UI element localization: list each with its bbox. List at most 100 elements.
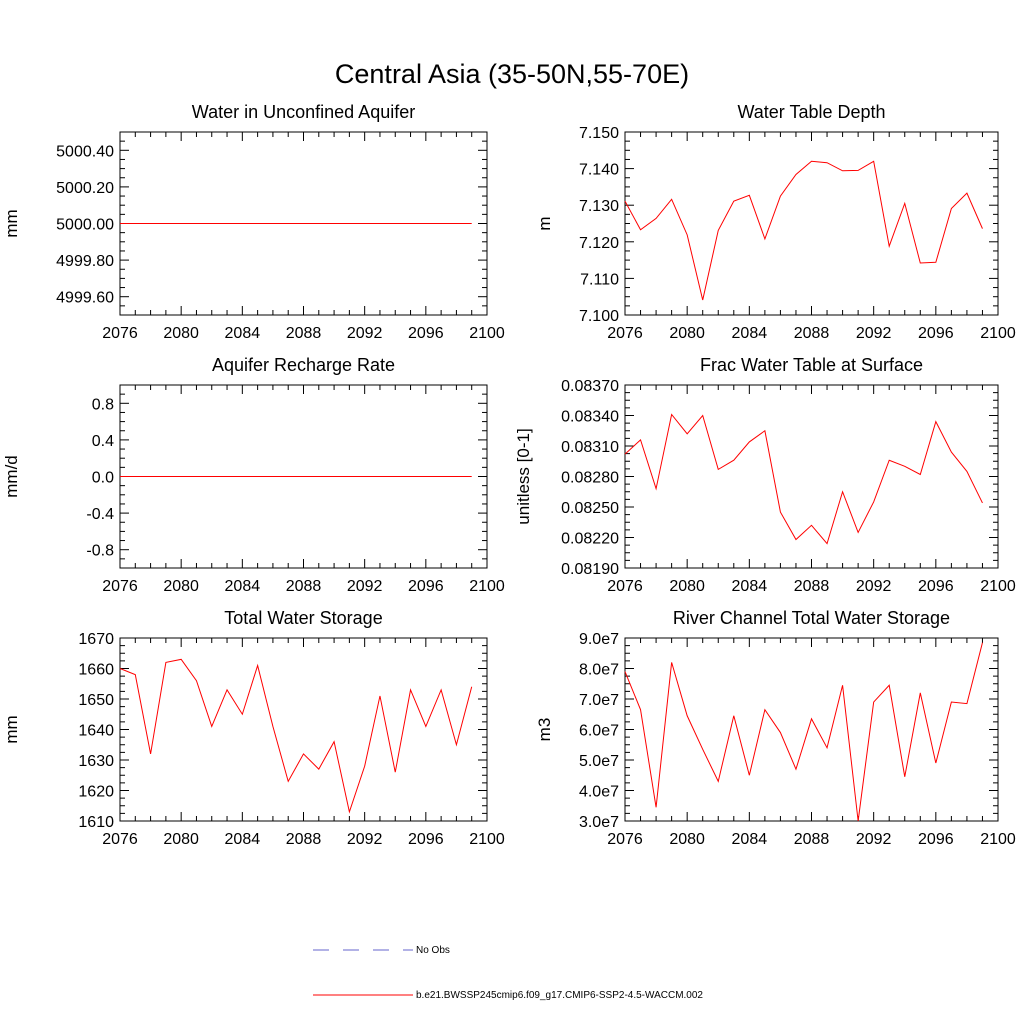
y-tick-label: 9.0e7 — [579, 631, 619, 648]
x-tick-label: 2084 — [225, 578, 261, 595]
y-axis-label: mm — [2, 715, 21, 743]
x-tick-label: 2088 — [794, 831, 830, 848]
x-tick-label: 2080 — [669, 831, 705, 848]
y-tick-label: 0.8 — [92, 396, 114, 413]
x-tick-label: 2092 — [856, 325, 892, 342]
x-tick-label: 2096 — [408, 578, 444, 595]
y-tick-label: 0.08190 — [561, 561, 619, 578]
y-tick-label: 5000.20 — [56, 180, 114, 197]
y-tick-label: 5000.40 — [56, 143, 114, 160]
x-tick-label: 2100 — [980, 325, 1016, 342]
y-tick-label: 7.100 — [579, 308, 619, 325]
chart-panel-water-table-depth: Water Table Depth 2076 2080 2084 2088 2092 209… — [535, 102, 1016, 342]
x-tick-label: 2080 — [163, 831, 199, 848]
figure-title: Central Asia (35-50N,55-70E) — [335, 59, 689, 89]
panel-title: Frac Water Table at Surface — [700, 355, 923, 375]
y-tick-label: 4999.60 — [56, 290, 114, 307]
x-tick-label: 2080 — [669, 325, 705, 342]
y-tick-label: 1610 — [78, 814, 114, 831]
x-tick-label: 2100 — [469, 578, 505, 595]
y-tick-label: 1670 — [78, 631, 114, 648]
y-tick-label: 0.08250 — [561, 500, 619, 517]
series-line — [624, 413, 983, 545]
y-tick-label: 7.140 — [579, 162, 619, 179]
y-tick-label: 7.150 — [579, 125, 619, 142]
x-tick-label: 2080 — [163, 325, 199, 342]
x-tick-label: 2084 — [732, 578, 768, 595]
x-tick-label: 2100 — [980, 578, 1016, 595]
y-tick-label: 7.130 — [579, 198, 619, 215]
y-tick-label: 6.0e7 — [579, 723, 619, 740]
y-tick-label: 0.08220 — [561, 531, 619, 548]
x-tick-label: 2092 — [856, 578, 892, 595]
y-tick-label: 3.0e7 — [579, 814, 619, 831]
panel-title: Total Water Storage — [224, 608, 382, 628]
y-tick-label: 7.120 — [579, 235, 619, 252]
chart-panel-water-in-unconfined-aquifer: Water in Unconfined Aquifer 2076 2080 2084 2… — [2, 102, 505, 342]
series-line — [624, 642, 983, 822]
y-tick-label: 5.0e7 — [579, 753, 619, 770]
panel-grid: Water in Unconfined Aquifer 2076 2080 2084 2… — [2, 102, 1016, 848]
x-tick-label: 2096 — [918, 325, 954, 342]
y-tick-label: 0.4 — [92, 433, 114, 450]
y-axis-label: unitless [0-1] — [514, 428, 533, 524]
y-tick-label: 7.0e7 — [579, 692, 619, 709]
y-tick-label: 1640 — [78, 723, 114, 740]
y-axis-label: mm/d — [2, 455, 21, 498]
x-tick-label: 2092 — [347, 831, 383, 848]
y-tick-label: 1630 — [78, 753, 114, 770]
x-tick-label: 2084 — [732, 325, 768, 342]
panel-title: Water in Unconfined Aquifer — [192, 102, 415, 122]
y-tick-label: 7.110 — [580, 271, 619, 288]
y-tick-label: -0.8 — [86, 543, 114, 560]
x-tick-label: 2092 — [347, 578, 383, 595]
legend: No Obs b.e21.BWSSP245cmip6.f09_g17.CMIP6… — [313, 945, 703, 1001]
x-tick-label: 2096 — [918, 831, 954, 848]
panel-title: River Channel Total Water Storage — [673, 608, 950, 628]
x-tick-label: 2088 — [794, 325, 830, 342]
x-tick-label: 2096 — [408, 831, 444, 848]
legend-label-no-obs: No Obs — [416, 945, 450, 956]
y-axis-label: m3 — [535, 718, 554, 742]
y-axis-label: mm — [2, 209, 21, 237]
x-tick-label: 2084 — [225, 325, 261, 342]
legend-label-model-run: b.e21.BWSSP245cmip6.f09_g17.CMIP6-SSP2-4… — [416, 990, 703, 1001]
x-tick-label: 2088 — [286, 578, 322, 595]
x-tick-label: 2084 — [732, 831, 768, 848]
y-tick-label: 0.0 — [92, 470, 114, 487]
panel-title: Aquifer Recharge Rate — [212, 355, 395, 375]
y-tick-label: 0.08280 — [561, 470, 619, 487]
chart-panel-aquifer-recharge-rate: Aquifer Recharge Rate 2076 2080 2084 2088 209… — [2, 355, 505, 595]
x-tick-label: 2076 — [607, 831, 643, 848]
chart-panel-total-water-storage: Total Water Storage 2076 2080 2084 2088 2092 2… — [2, 608, 505, 848]
y-tick-label: 1620 — [78, 784, 114, 801]
y-axis-label: m — [535, 216, 554, 230]
x-tick-label: 2088 — [286, 325, 322, 342]
x-tick-label: 2088 — [286, 831, 322, 848]
y-tick-label: 0.08310 — [561, 439, 619, 456]
x-tick-label: 2080 — [163, 578, 199, 595]
x-tick-label: 2100 — [469, 831, 505, 848]
y-tick-label: 4999.80 — [56, 253, 114, 270]
x-tick-label: 2076 — [607, 578, 643, 595]
y-tick-label: 1660 — [78, 662, 114, 679]
y-tick-label: 0.08340 — [561, 409, 619, 426]
y-tick-label: -0.4 — [86, 506, 114, 523]
panel-title: Water Table Depth — [737, 102, 885, 122]
x-tick-label: 2100 — [469, 325, 505, 342]
x-tick-label: 2076 — [102, 831, 138, 848]
chart-panel-frac-water-table-at-surface: Frac Water Table at Surface 2076 2080 2084 2… — [514, 355, 1016, 595]
x-tick-label: 2096 — [918, 578, 954, 595]
x-tick-label: 2092 — [347, 325, 383, 342]
x-tick-label: 2084 — [225, 831, 261, 848]
y-tick-label: 0.08370 — [561, 378, 619, 395]
x-tick-label: 2092 — [856, 831, 892, 848]
y-tick-label: 8.0e7 — [579, 662, 619, 679]
y-tick-label: 1650 — [78, 692, 114, 709]
x-tick-label: 2088 — [794, 578, 830, 595]
series-line — [119, 658, 473, 814]
chart-panel-river-channel-total-water-storage: River Channel Total Water Storage 2076 208… — [535, 608, 1016, 848]
x-tick-label: 2080 — [669, 578, 705, 595]
